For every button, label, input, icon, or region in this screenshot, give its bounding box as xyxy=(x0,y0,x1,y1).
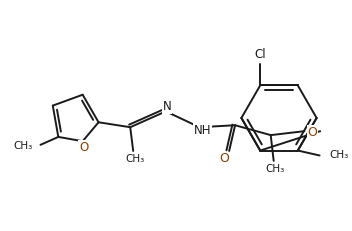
Text: CH₃: CH₃ xyxy=(126,154,145,164)
Text: O: O xyxy=(219,152,229,165)
Text: CH₃: CH₃ xyxy=(13,141,33,151)
Text: NH: NH xyxy=(194,124,211,137)
Text: N: N xyxy=(163,100,171,113)
Text: O: O xyxy=(307,126,317,139)
Text: CH₃: CH₃ xyxy=(329,150,349,161)
Text: O: O xyxy=(79,141,88,154)
Text: CH₃: CH₃ xyxy=(265,164,284,174)
Text: Cl: Cl xyxy=(254,48,266,61)
